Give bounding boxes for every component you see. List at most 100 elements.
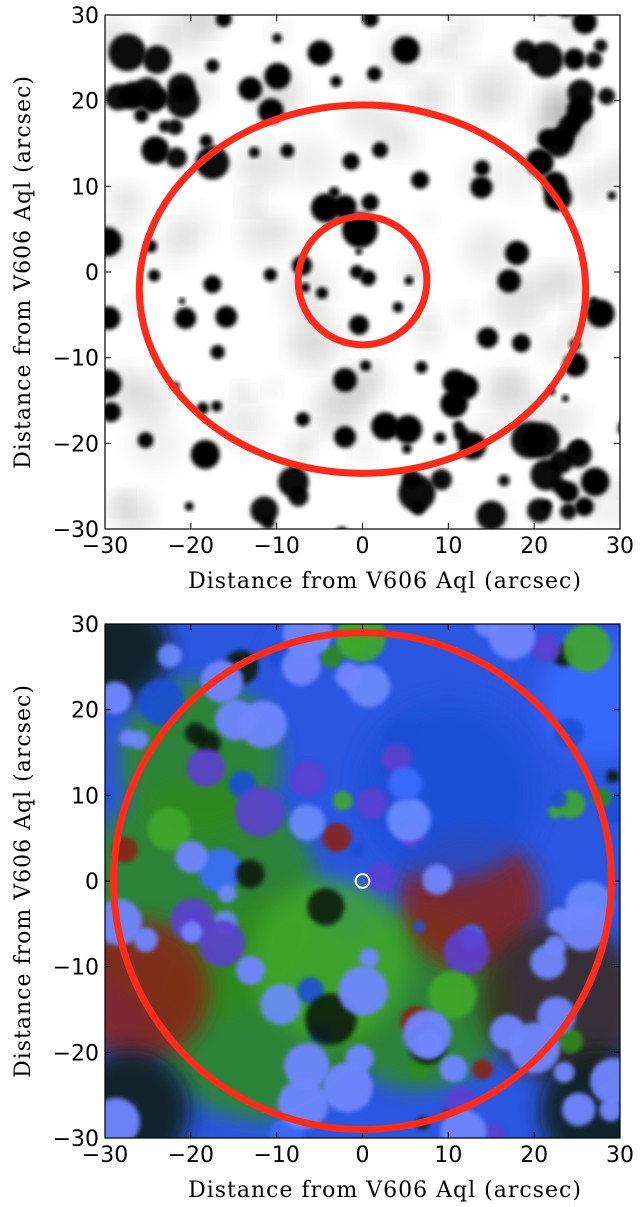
blue-blob	[590, 1057, 620, 1105]
star-blob	[316, 287, 328, 299]
bottom-rgb-image	[105, 624, 620, 1138]
star-blob	[561, 394, 569, 402]
diffuse-patch	[303, 422, 328, 447]
diffuse-patch	[551, 19, 579, 47]
diffuse-patch	[538, 80, 571, 114]
star-blob	[477, 327, 499, 349]
y-tick-label: −30	[53, 518, 99, 543]
star-blob	[366, 66, 382, 82]
blue-blob	[105, 1097, 140, 1138]
color-blob	[606, 769, 620, 783]
diffuse-patch	[240, 209, 287, 257]
star-blob	[277, 466, 309, 498]
diffuse-patch	[240, 414, 254, 429]
star-blob	[497, 269, 521, 293]
blue-blob	[422, 864, 453, 895]
blue-blob	[119, 729, 137, 747]
star-blob	[307, 40, 333, 66]
blue-blob	[338, 965, 388, 1016]
y-tick-label: −30	[53, 1127, 99, 1152]
star-blob	[410, 500, 426, 516]
bottom-y-axis-label: Distance from V606 Aql (arcsec)	[11, 684, 36, 1078]
star-blob	[148, 269, 161, 282]
y-tick-label: 20	[71, 90, 99, 115]
star-blob	[134, 108, 149, 123]
star-blob	[141, 136, 170, 165]
star-blob	[184, 501, 194, 511]
color-blob	[289, 760, 327, 797]
star-blob	[415, 361, 428, 374]
star-blob	[430, 468, 452, 491]
color-blob	[472, 1059, 493, 1080]
star-blob	[401, 443, 412, 454]
diffuse-patch	[351, 436, 378, 463]
star-blob	[203, 275, 222, 294]
star-blob	[333, 368, 357, 392]
star-blob	[372, 142, 388, 158]
top-x-axis-label: Distance from V606 Aql (arcsec)	[188, 569, 582, 594]
x-tick-label: 30	[606, 534, 634, 559]
x-tick-label: −20	[168, 534, 214, 559]
star-blob	[205, 58, 220, 73]
star-blob	[549, 450, 573, 474]
star-blob	[250, 496, 279, 525]
star-blob	[300, 282, 310, 293]
star-blob	[533, 0, 551, 15]
y-tick-label: −20	[53, 1041, 99, 1066]
star-blob	[342, 152, 360, 171]
star-blob	[264, 62, 291, 90]
star-blob	[360, 360, 372, 372]
x-tick-label: −30	[82, 534, 128, 559]
star-blob	[118, 81, 147, 110]
diffuse-patch	[412, 79, 448, 115]
color-blob	[335, 624, 386, 663]
bottom-ticks: −30 −20 −10 0 10 20 30 −30 −20 −10 0 10 20 30	[53, 613, 634, 1168]
diffuse-patch	[284, 136, 336, 189]
source-position-marker	[354, 873, 371, 889]
star-blob	[537, 128, 558, 149]
color-blob	[198, 848, 243, 893]
star-blob	[166, 84, 200, 119]
star-blob	[174, 307, 197, 330]
x-tick-label: 30	[606, 1143, 634, 1168]
star-blob	[371, 412, 400, 441]
diffuse-patch	[369, 366, 385, 382]
top-star-field	[105, 0, 620, 529]
star-blob	[342, 212, 378, 248]
color-blob	[320, 644, 344, 669]
star-blob	[442, 369, 468, 395]
diffuse-patch	[109, 492, 133, 515]
color-blob	[563, 624, 612, 672]
star-blob	[398, 474, 436, 512]
blue-blob	[322, 1062, 373, 1113]
extraction-ring	[110, 629, 615, 1133]
star-blob	[552, 125, 575, 149]
star-blob	[195, 145, 230, 180]
diffuse-patch	[451, 303, 475, 327]
star-blob	[280, 143, 295, 158]
star-blob	[563, 48, 586, 71]
star-blob	[512, 333, 531, 353]
x-tick-label: −10	[253, 534, 299, 559]
blue-blob	[181, 921, 203, 943]
color-blob	[443, 928, 490, 975]
star-blob	[540, 500, 553, 512]
blue-blob	[359, 947, 380, 968]
color-blob	[157, 643, 182, 668]
star-blob	[105, 227, 122, 257]
extraction-ring	[294, 212, 431, 349]
color-blob	[322, 823, 352, 852]
color-blob	[289, 804, 326, 841]
diffuse-patch	[240, 385, 256, 401]
star-blob	[404, 275, 414, 286]
star-blob	[215, 305, 238, 328]
color-blob	[186, 748, 225, 787]
star-blob	[476, 500, 507, 529]
star-blob	[178, 297, 186, 305]
star-blob	[248, 146, 260, 158]
diffuse-patch	[237, 142, 286, 191]
blue-blob	[544, 935, 567, 957]
blue-blob	[105, 681, 132, 715]
star-blob	[211, 400, 223, 412]
x-tick-label: 0	[356, 534, 370, 559]
